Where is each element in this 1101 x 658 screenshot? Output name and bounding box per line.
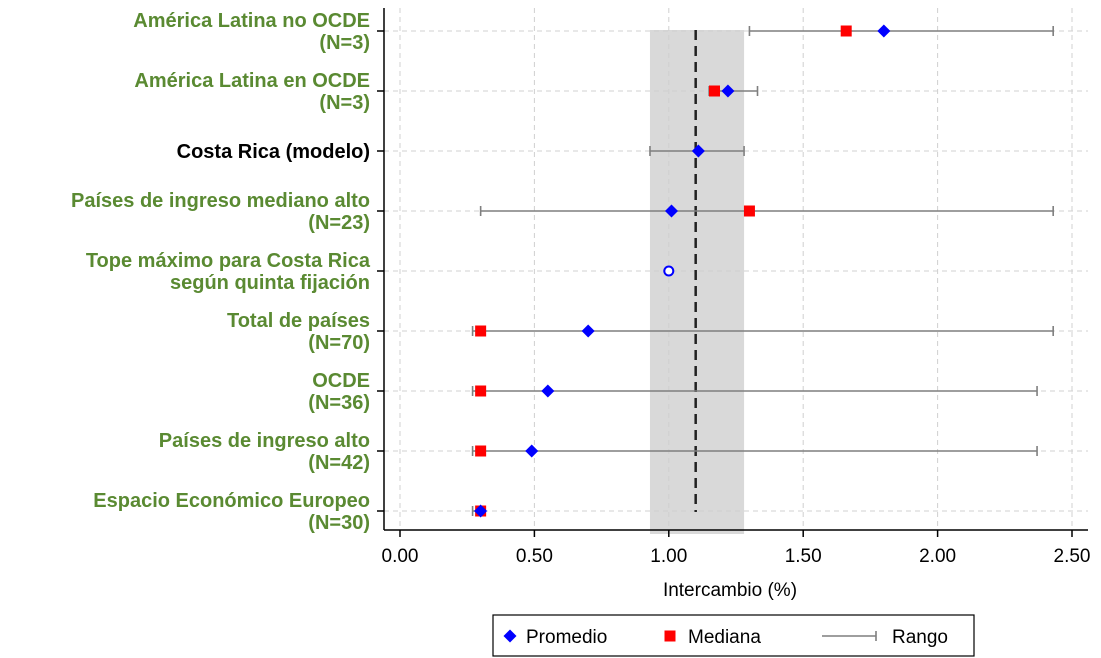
promedio-marker-6 — [541, 384, 555, 398]
x-tick-label-3: 1.50 — [785, 546, 822, 567]
promedio-marker-5 — [581, 324, 595, 338]
category-label-5-line-1: (N=70) — [308, 332, 370, 354]
x-tick-label-1: 0.50 — [516, 546, 553, 567]
tope-marker-4 — [663, 265, 675, 277]
category-label-8-line-1: (N=30) — [308, 512, 370, 534]
legend-promedio-label: Promedio — [526, 627, 607, 648]
legend-mediana-label: Mediana — [688, 627, 761, 648]
promedio-marker-2 — [691, 144, 705, 158]
legend-promedio-marker — [503, 629, 517, 643]
category-label-3-line-1: (N=23) — [308, 212, 370, 234]
x-tick-label-5: 2.50 — [1054, 546, 1091, 567]
x-tick-label-0: 0.00 — [382, 546, 419, 567]
category-label-6-line-0: OCDE — [312, 370, 370, 392]
promedio-marker-0 — [877, 24, 891, 38]
category-label-4-line-1: según quinta fijación — [170, 272, 370, 294]
category-label-1-line-0: América Latina en OCDE — [134, 70, 370, 92]
promedio-marker-3 — [664, 204, 678, 218]
legend-rango-label: Rango — [892, 627, 948, 648]
category-label-7-line-0: Países de ingreso alto — [159, 430, 370, 452]
legend-box — [492, 614, 975, 657]
mediana-marker-5 — [475, 325, 487, 337]
legend: Promedio Mediana Rango — [492, 614, 975, 657]
shaded-band — [649, 30, 745, 534]
category-label-8-line-0: Espacio Económico Europeo — [93, 490, 370, 512]
promedio-marker-8 — [474, 504, 488, 518]
promedio-marker-7 — [525, 444, 539, 458]
category-labels-layer: América Latina no OCDE(N=3)América Latin… — [71, 10, 371, 534]
x-tick-label-4: 2.00 — [919, 546, 956, 567]
legend-mediana-marker — [664, 630, 676, 642]
category-label-4-line-0: Tope máximo para Costa Rica — [86, 250, 371, 272]
marks-layer — [471, 24, 1054, 518]
mediana-marker-3 — [743, 205, 755, 217]
promedio-marker-1 — [721, 84, 735, 98]
mediana-marker-0 — [840, 25, 852, 37]
category-label-5-line-0: Total de países — [227, 310, 370, 332]
legend-items: Promedio Mediana Rango — [503, 627, 948, 648]
shaded-band-layer — [649, 30, 745, 534]
category-label-6-line-1: (N=36) — [308, 392, 370, 414]
x-tick-label-2: 1.00 — [650, 546, 687, 567]
mediana-marker-6 — [475, 385, 487, 397]
category-label-2-line-0: Costa Rica (modelo) — [177, 141, 370, 163]
mediana-marker-1 — [708, 85, 720, 97]
mediana-marker-7 — [475, 445, 487, 457]
category-label-3-line-0: Países de ingreso mediano alto — [71, 190, 370, 212]
category-label-0-line-0: América Latina no OCDE — [133, 10, 370, 32]
category-label-1-line-1: (N=3) — [319, 92, 370, 114]
axes-layer: 0.00 0.50 1.00 1.50 2.00 2.50 — [377, 8, 1090, 567]
x-axis-title: Intercambio (%) — [663, 580, 797, 601]
category-label-7-line-1: (N=42) — [308, 452, 370, 474]
category-label-0-line-1: (N=3) — [319, 32, 370, 54]
